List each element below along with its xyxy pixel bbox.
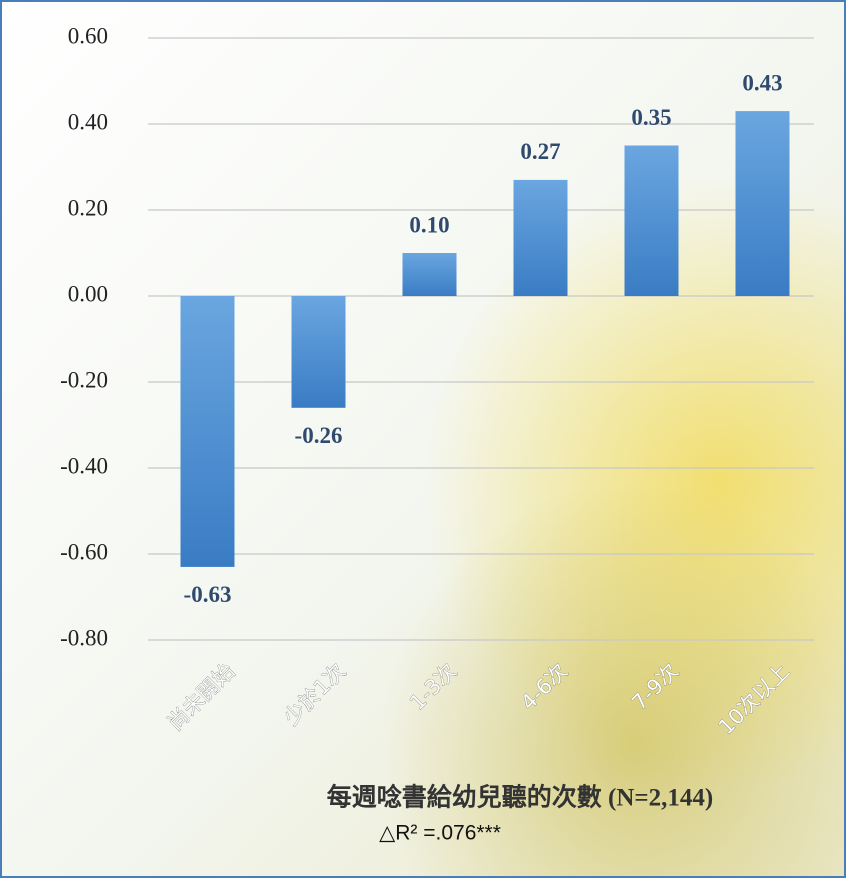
- bar: [625, 146, 679, 297]
- y-tick-label: 0.40: [68, 109, 108, 134]
- bar: [514, 180, 568, 296]
- chart: -0.80 -0.60 -0.40 -0.20 0.00 0.20 0.40 0.60 -0.…: [0, 0, 846, 878]
- y-tick-label: 0.00: [68, 281, 108, 306]
- bar: [181, 296, 235, 567]
- value-label: 0.10: [409, 212, 449, 237]
- y-tick-label: -0.20: [60, 367, 108, 392]
- y-tick-label: -0.80: [60, 625, 108, 650]
- y-tick-label: 0.60: [68, 23, 108, 48]
- y-tick-label: 0.20: [68, 195, 108, 220]
- background-flowers: [0, 0, 846, 878]
- value-label: -0.63: [184, 582, 232, 607]
- bar: [403, 253, 457, 296]
- value-label: 0.27: [520, 139, 560, 164]
- y-tick-label: -0.40: [60, 453, 108, 478]
- value-label: 0.43: [742, 70, 782, 95]
- annotation: △R² =.076***: [379, 822, 501, 845]
- value-label: 0.35: [631, 105, 671, 130]
- value-label: -0.26: [295, 423, 343, 448]
- bar: [736, 111, 790, 296]
- y-tick-label: -0.60: [60, 539, 108, 564]
- bar: [292, 296, 346, 408]
- x-axis-label: 每週唸書給幼兒聽的次數 (N=2,144): [327, 783, 713, 812]
